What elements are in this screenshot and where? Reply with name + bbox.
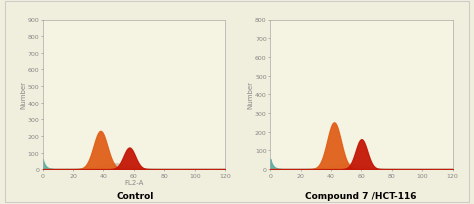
Text: Compound 7 /HCT-116: Compound 7 /HCT-116 <box>305 191 417 200</box>
Text: Control: Control <box>117 191 154 200</box>
Y-axis label: Number: Number <box>247 81 254 109</box>
X-axis label: FL2-A: FL2-A <box>124 179 144 185</box>
Y-axis label: Number: Number <box>20 81 26 109</box>
